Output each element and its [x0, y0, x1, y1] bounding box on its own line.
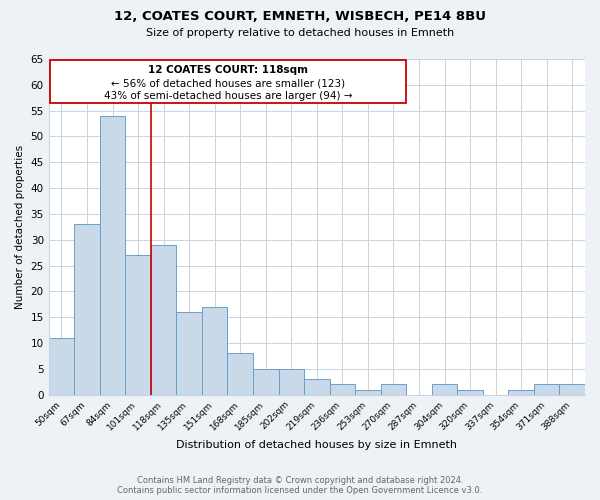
Bar	[380, 384, 406, 394]
Bar	[125, 256, 151, 394]
Bar	[432, 384, 457, 394]
Bar	[151, 245, 176, 394]
Bar	[50, 60, 406, 103]
Bar	[176, 312, 202, 394]
Bar	[253, 369, 278, 394]
Bar	[278, 369, 304, 394]
X-axis label: Distribution of detached houses by size in Emneth: Distribution of detached houses by size …	[176, 440, 457, 450]
Bar	[329, 384, 355, 394]
Text: Contains HM Land Registry data © Crown copyright and database right 2024.
Contai: Contains HM Land Registry data © Crown c…	[118, 476, 482, 495]
Bar	[508, 390, 534, 394]
Bar	[74, 224, 100, 394]
Text: 43% of semi-detached houses are larger (94) →: 43% of semi-detached houses are larger (…	[104, 91, 352, 101]
Bar	[202, 307, 227, 394]
Bar	[49, 338, 74, 394]
Y-axis label: Number of detached properties: Number of detached properties	[15, 145, 25, 309]
Bar	[457, 390, 483, 394]
Bar	[227, 354, 253, 395]
Bar	[355, 390, 380, 394]
Bar	[534, 384, 559, 394]
Text: Size of property relative to detached houses in Emneth: Size of property relative to detached ho…	[146, 28, 454, 38]
Text: 12 COATES COURT: 118sqm: 12 COATES COURT: 118sqm	[148, 65, 308, 75]
Text: 12, COATES COURT, EMNETH, WISBECH, PE14 8BU: 12, COATES COURT, EMNETH, WISBECH, PE14 …	[114, 10, 486, 23]
Bar	[100, 116, 125, 394]
Bar	[559, 384, 585, 394]
Bar	[304, 379, 329, 394]
Text: ← 56% of detached houses are smaller (123): ← 56% of detached houses are smaller (12…	[111, 78, 345, 88]
